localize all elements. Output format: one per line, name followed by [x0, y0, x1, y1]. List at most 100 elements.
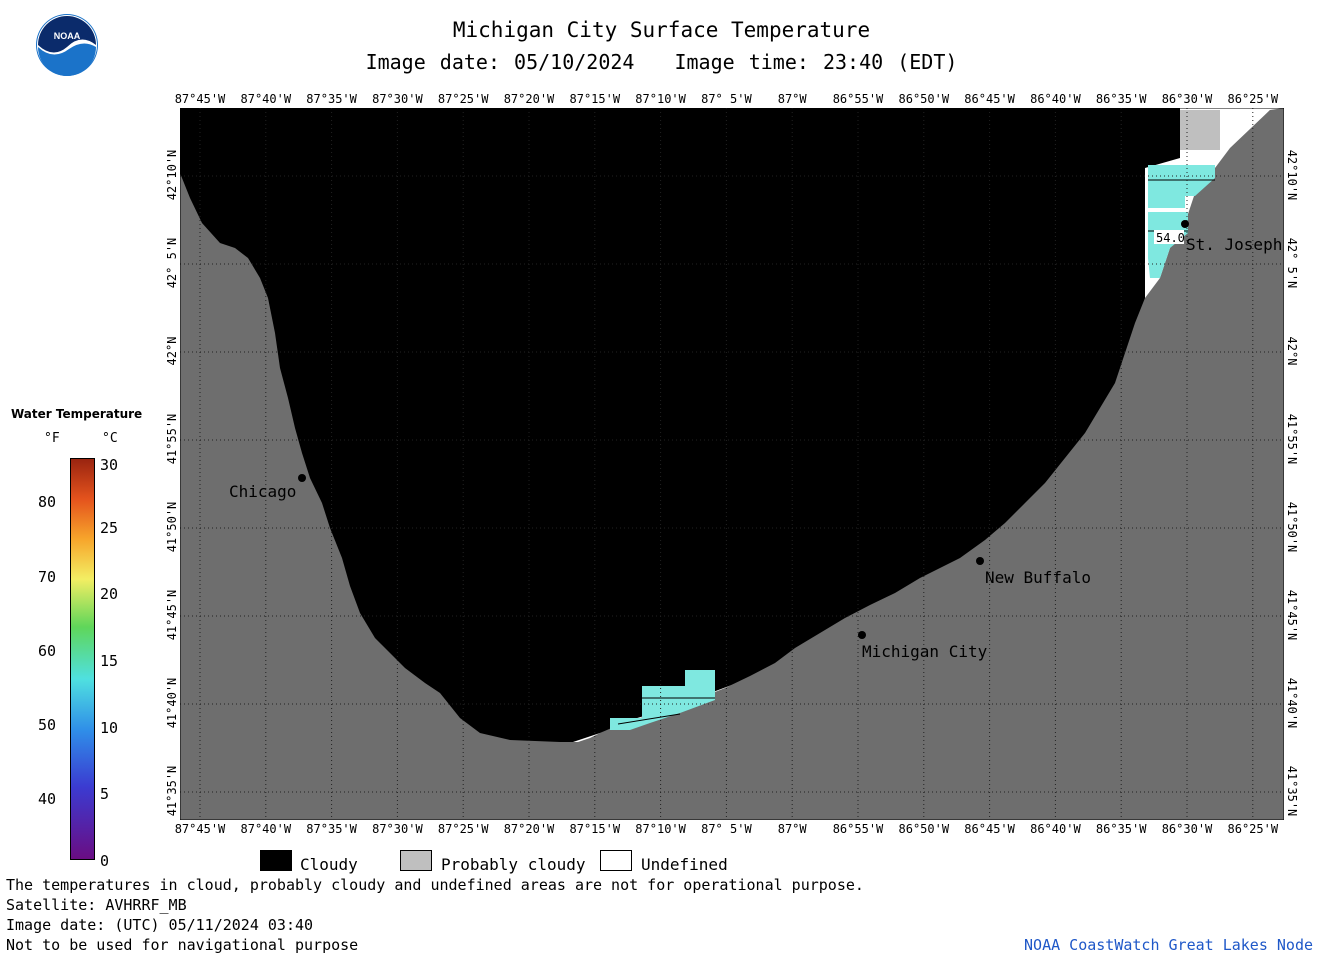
water-patch-st-joseph — [1148, 212, 1188, 278]
lon-tick-top: 87°20'W — [503, 92, 555, 106]
lat-tick-right: 41°50'N — [1285, 501, 1299, 553]
celsius-tick: 30 — [100, 456, 119, 474]
cloud-area-west — [180, 108, 558, 748]
footer-satellite: Satellite: AVHRRF_MB — [6, 896, 187, 914]
footer-utc-date: Image date: (UTC) 05/11/2024 03:40 — [6, 916, 314, 934]
celsius-tick: 10 — [100, 718, 119, 737]
lon-tick-top: 87°45'W — [174, 92, 226, 106]
lon-tick-top: 87°35'W — [306, 92, 357, 106]
lon-tick-top: 87°40'W — [240, 92, 292, 106]
image-date: Image date: 05/10/2024 — [365, 50, 635, 74]
water-patch-indiana — [610, 686, 715, 730]
lon-tick-top: 87°W — [777, 92, 807, 106]
lon-tick-top: 86°50'W — [898, 92, 950, 106]
graticule — [180, 108, 1284, 820]
lat-tick-left: 41°40'N — [165, 677, 179, 729]
lon-tick-bottom: 87°10'W — [635, 822, 686, 836]
lon-tick-bottom: 86°35'W — [1095, 822, 1147, 836]
fahrenheit-tick: 40 — [38, 789, 57, 808]
legend-unit-f: °F — [44, 431, 60, 446]
lat-tick-left: 42°10'N — [165, 149, 179, 201]
contour-label: 54.0 — [1156, 231, 1185, 245]
lat-tick-right: 42°N — [1285, 336, 1299, 366]
cloudy-label: Cloudy — [300, 855, 358, 874]
probably-cloudy-swatch — [400, 850, 432, 871]
lon-tick-bottom: 86°50'W — [898, 822, 950, 836]
noaa-logo: NOAA — [36, 14, 98, 76]
lon-tick-bottom: 87°40'W — [240, 822, 292, 836]
lon-tick-top: 86°55'W — [832, 92, 884, 106]
cloudy-swatch — [260, 850, 292, 871]
lat-tick-right: 41°45'N — [1285, 589, 1299, 641]
chicago-marker — [298, 474, 306, 482]
image-datetime: Image date: 05/10/2024 Image time: 23:40 … — [0, 50, 1323, 74]
sst-map: 54.0 — [180, 108, 1284, 820]
image-time: Image time: 23:40 (EDT) — [674, 50, 958, 74]
logo-text: NOAA — [54, 31, 81, 41]
legend-title: Water Temperature — [11, 407, 143, 421]
lon-tick-top: 87° 5'W — [701, 92, 752, 106]
probably-cloudy-area — [1180, 110, 1220, 150]
celsius-tick: 5 — [100, 785, 110, 804]
fahrenheit-tick: 70 — [38, 567, 57, 586]
lat-tick-left: 42° 5'N — [165, 237, 179, 289]
lon-tick-top: 87°10'W — [635, 92, 686, 106]
lon-tick-bottom: 87°W — [777, 822, 807, 836]
city-label-st-joseph: St. Joseph — [1186, 235, 1283, 254]
lon-tick-top: 86°30'W — [1161, 92, 1213, 106]
city-label-new-buffalo: New Buffalo — [985, 568, 1091, 587]
page-title: Michigan City Surface Temperature — [452, 18, 871, 42]
fahrenheit-tick: 50 — [38, 715, 57, 734]
lon-tick-top: 86°25'W — [1227, 92, 1279, 106]
celsius-tick: 25 — [100, 518, 119, 537]
city-label-chicago: Chicago — [229, 482, 297, 501]
new-buffalo-marker — [976, 557, 984, 565]
lon-tick-top: 86°40'W — [1030, 92, 1081, 106]
lon-tick-top: 86°45'W — [964, 92, 1015, 106]
lat-tick-right: 41°35'N — [1285, 765, 1299, 817]
footer-credit: NOAA CoastWatch Great Lakes Node — [1024, 936, 1313, 954]
lon-tick-top: 87°30'W — [372, 92, 423, 106]
lon-tick-top: 87°25'W — [437, 92, 489, 106]
lat-tick-right: 41°40'N — [1285, 677, 1299, 729]
lat-tick-right: 41°55'N — [1285, 413, 1299, 465]
lon-tick-bottom: 87°30'W — [372, 822, 423, 836]
lat-tick-left: 41°50'N — [165, 501, 179, 553]
temperature-colorbar — [70, 458, 95, 860]
legend-unit-c: °C — [102, 431, 118, 446]
undefined-swatch — [600, 850, 632, 871]
lon-tick-bottom: 87° 5'W — [701, 822, 752, 836]
lat-tick-left: 41°45'N — [165, 589, 179, 641]
lon-tick-bottom: 86°30'W — [1161, 822, 1213, 836]
celsius-tick: 0 — [100, 852, 110, 870]
footer-nav-warning: Not to be used for navigational purpose — [6, 936, 359, 954]
cloud-area — [180, 108, 1180, 788]
michigan-city-marker — [858, 631, 866, 639]
lat-tick-left: 42°N — [165, 336, 179, 366]
lon-tick-bottom: 86°55'W — [832, 822, 884, 836]
undefined-label: Undefined — [641, 855, 728, 874]
lon-tick-bottom: 86°40'W — [1030, 822, 1081, 836]
lon-tick-bottom: 87°35'W — [306, 822, 357, 836]
fahrenheit-tick: 80 — [38, 493, 57, 512]
water-patch-indiana-2 — [685, 670, 715, 686]
city-label-michigan-city: Michigan City — [862, 642, 988, 661]
lon-tick-top: 86°35'W — [1095, 92, 1147, 106]
st-joseph-marker — [1181, 220, 1189, 228]
lon-tick-bottom: 87°20'W — [503, 822, 555, 836]
lon-tick-top: 87°15'W — [569, 92, 621, 106]
lat-tick-left: 41°35'N — [165, 765, 179, 817]
land-east-coast — [610, 108, 1284, 820]
land-west-coast — [180, 173, 630, 820]
lat-tick-right: 42° 5'N — [1285, 237, 1299, 289]
lon-tick-bottom: 87°25'W — [437, 822, 489, 836]
probably-cloudy-label: Probably cloudy — [441, 855, 586, 874]
lon-tick-bottom: 86°45'W — [964, 822, 1015, 836]
lon-tick-bottom: 87°45'W — [174, 822, 226, 836]
lat-tick-left: 41°55'N — [165, 413, 179, 465]
celsius-tick: 15 — [100, 652, 119, 670]
lon-tick-bottom: 87°15'W — [569, 822, 621, 836]
fahrenheit-tick: 60 — [38, 641, 57, 660]
lat-tick-right: 42°10'N — [1285, 149, 1299, 201]
celsius-tick: 20 — [100, 585, 119, 604]
